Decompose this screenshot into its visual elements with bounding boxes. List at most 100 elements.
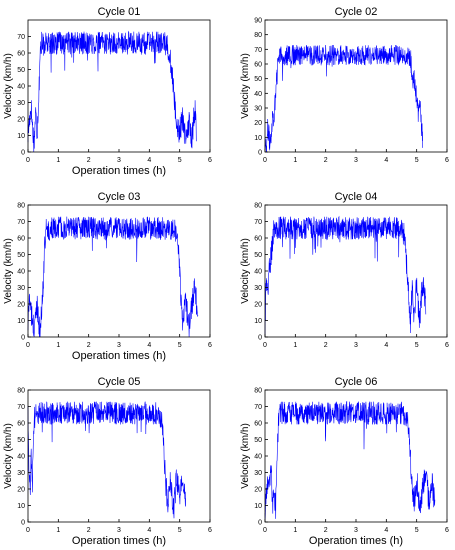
y-tick-label: 20 [254, 487, 262, 494]
y-tick-label: 40 [254, 454, 262, 461]
x-tick-label: 0 [263, 157, 267, 164]
x-tick-label: 1 [56, 342, 60, 349]
y-tick-label: 30 [254, 106, 262, 113]
x-tick-label: 4 [384, 342, 388, 349]
y-tick-label: 50 [17, 252, 25, 259]
y-tick-label: 30 [254, 470, 262, 477]
y-tick-label: 10 [17, 503, 25, 510]
subplot-06: Cycle 06 Operation times (h) Velocity (km/… [240, 376, 449, 547]
y-tick-label: 20 [17, 117, 25, 124]
x-tick-label: 4 [147, 342, 151, 349]
x-tick-label: 1 [293, 157, 297, 164]
y-tick-label: 0 [21, 520, 25, 527]
y-tick-label: 60 [17, 51, 25, 58]
x-tick-label: 0 [26, 342, 30, 349]
series-line-velocity [27, 30, 197, 153]
y-tick-label: 30 [254, 285, 262, 292]
y-tick-label: 0 [21, 150, 25, 157]
y-tick-label: 70 [254, 404, 262, 411]
x-tick-label: 4 [147, 157, 151, 164]
x-axis-label: Operation times (h) [72, 165, 166, 177]
y-tick-label: 50 [17, 67, 25, 74]
y-tick-label: 30 [17, 285, 25, 292]
y-tick-label: 60 [17, 421, 25, 428]
y-tick-label: 10 [17, 318, 25, 325]
x-tick-label: 3 [117, 157, 121, 164]
y-tick-label: 20 [17, 302, 25, 309]
y-tick-label: 0 [21, 335, 25, 342]
x-tick-label: 5 [415, 157, 419, 164]
y-tick-label: 0 [258, 335, 262, 342]
x-tick-label: 2 [324, 157, 328, 164]
subplot-title: Cycle 04 [335, 191, 378, 203]
x-tick-label: 5 [178, 342, 182, 349]
y-axis-label: Velocity (km/h) [240, 423, 251, 489]
y-axis-label: Velocity (km/h) [240, 238, 251, 304]
x-tick-label: 4 [384, 157, 388, 164]
y-tick-label: 40 [254, 269, 262, 276]
y-tick-label: 70 [17, 219, 25, 226]
y-tick-label: 30 [17, 470, 25, 477]
y-tick-label: 60 [254, 236, 262, 243]
y-tick-label: 70 [254, 47, 262, 54]
y-tick-label: 0 [258, 520, 262, 527]
x-tick-label: 0 [263, 527, 267, 534]
y-tick-label: 20 [17, 487, 25, 494]
y-tick-label: 60 [254, 421, 262, 428]
subplot-title: Cycle 02 [335, 6, 378, 18]
x-tick-label: 2 [324, 527, 328, 534]
y-axis-label: Velocity (km/h) [3, 53, 14, 119]
x-tick-label: 2 [87, 527, 91, 534]
x-tick-label: 3 [354, 157, 358, 164]
x-tick-label: 5 [415, 342, 419, 349]
y-tick-label: 10 [254, 135, 262, 142]
y-tick-label: 60 [254, 62, 262, 69]
y-tick-label: 10 [254, 503, 262, 510]
y-tick-label: 50 [17, 437, 25, 444]
x-tick-label: 5 [178, 157, 182, 164]
y-tick-label: 50 [254, 437, 262, 444]
series-line-velocity [264, 215, 427, 338]
y-axis-label: Velocity (km/h) [3, 238, 14, 304]
x-tick-label: 5 [415, 527, 419, 534]
y-tick-label: 70 [254, 219, 262, 226]
x-tick-label: 5 [178, 527, 182, 534]
subplot-01: Cycle 01 Operation times (h) Velocity (km/… [3, 6, 212, 177]
y-tick-label: 50 [254, 76, 262, 83]
series-line-velocity [264, 400, 436, 520]
x-tick-label: 6 [208, 157, 212, 164]
x-tick-label: 6 [445, 342, 449, 349]
x-tick-label: 3 [117, 342, 121, 349]
y-tick-label: 70 [17, 34, 25, 41]
y-tick-label: 40 [17, 84, 25, 91]
subplot-title: Cycle 06 [335, 376, 378, 388]
y-tick-label: 40 [17, 454, 25, 461]
y-axis-label: Velocity (km/h) [3, 423, 14, 489]
y-tick-label: 80 [17, 203, 25, 210]
x-tick-label: 1 [293, 342, 297, 349]
x-tick-label: 1 [56, 157, 60, 164]
x-tick-label: 3 [117, 527, 121, 534]
y-tick-label: 20 [254, 302, 262, 309]
x-tick-label: 2 [87, 342, 91, 349]
x-tick-label: 6 [208, 342, 212, 349]
y-tick-label: 90 [254, 18, 262, 25]
x-tick-label: 2 [87, 157, 91, 164]
x-tick-label: 0 [263, 342, 267, 349]
x-tick-label: 0 [26, 527, 30, 534]
y-tick-label: 40 [254, 91, 262, 98]
y-axis-label: Velocity (km/h) [240, 53, 251, 119]
series-line-velocity [27, 401, 186, 519]
x-tick-label: 6 [445, 527, 449, 534]
x-tick-label: 6 [208, 527, 212, 534]
y-tick-label: 20 [254, 120, 262, 127]
y-tick-label: 10 [254, 318, 262, 325]
y-tick-label: 10 [17, 133, 25, 140]
subplot-05: Cycle 05 Operation times (h) Velocity (km/… [3, 376, 212, 547]
y-tick-label: 30 [17, 100, 25, 107]
x-axis-label: Operation times (h) [309, 535, 403, 547]
y-tick-label: 40 [17, 269, 25, 276]
y-tick-label: 70 [17, 404, 25, 411]
